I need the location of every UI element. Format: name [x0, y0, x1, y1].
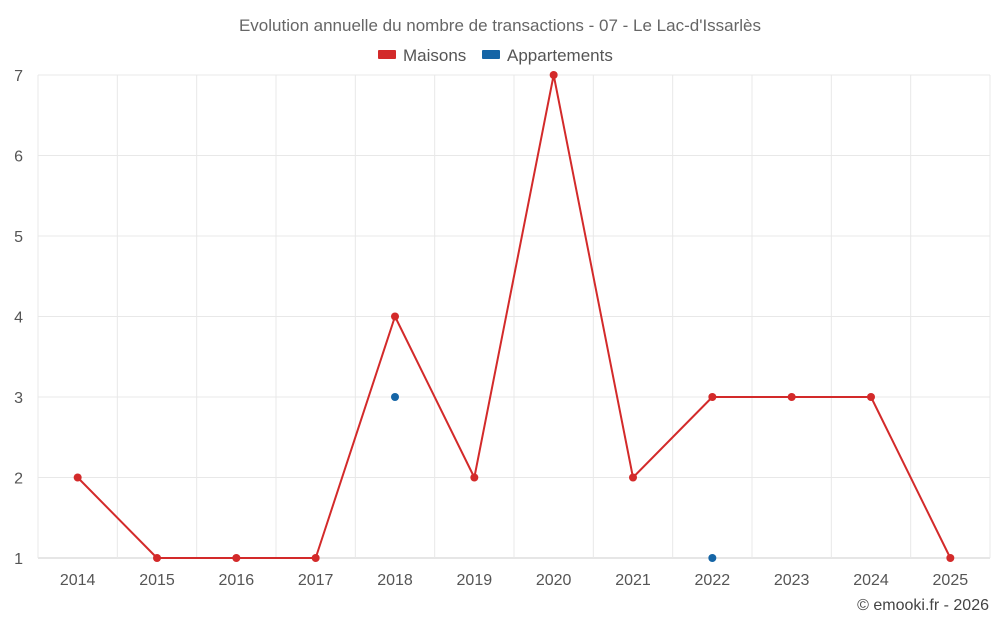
data-point-maisons[interactable]	[153, 554, 161, 562]
data-point-maisons[interactable]	[549, 71, 558, 79]
x-tick-label: 2021	[615, 572, 651, 589]
y-tick-label: 5	[14, 229, 23, 246]
legend-item-maisons[interactable]: Maisons	[378, 46, 466, 65]
y-tick-label: 4	[14, 310, 23, 327]
y-tick-label: 2	[14, 471, 23, 488]
axis-ticks: 1 2 3 4 5 6 7 2014 2015 2016 2017 2018 2019 2020 2021 2…	[14, 68, 968, 589]
data-point-maisons[interactable]	[946, 554, 955, 562]
x-tick-label: 2024	[853, 572, 889, 589]
data-point-appartements[interactable]	[391, 393, 399, 401]
x-tick-label: 2025	[933, 572, 969, 589]
legend-label-maisons: Maisons	[403, 46, 466, 65]
legend-label-appartements: Appartements	[507, 46, 613, 65]
x-tick-label: 2019	[457, 572, 493, 589]
y-tick-label: 6	[14, 149, 23, 166]
data-point-maisons[interactable]	[708, 393, 717, 401]
series	[73, 71, 955, 562]
y-tick-label: 3	[14, 390, 23, 407]
credit-text: © emooki.fr - 2026	[857, 597, 989, 614]
legend-swatch-maisons	[378, 50, 396, 59]
chart-title: Evolution annuelle du nombre de transact…	[239, 16, 761, 35]
data-point-maisons[interactable]	[470, 473, 479, 482]
data-point-maisons[interactable]	[787, 393, 796, 401]
data-point-maisons[interactable]	[391, 312, 399, 321]
legend-swatch-appartements	[482, 50, 500, 59]
series-line-maisons	[76, 74, 952, 559]
legend: Maisons Appartements	[378, 46, 613, 65]
x-tick-label: 2014	[60, 572, 96, 589]
y-tick-label: 1	[14, 551, 23, 568]
data-point-maisons[interactable]	[73, 473, 82, 482]
x-tick-label: 2015	[139, 572, 175, 589]
grid	[37, 74, 991, 559]
x-tick-label: 2018	[377, 572, 413, 589]
x-tick-label: 2020	[536, 572, 572, 589]
y-tick-label: 7	[14, 68, 23, 85]
legend-item-appartements[interactable]: Appartements	[482, 46, 613, 65]
data-point-maisons[interactable]	[867, 393, 875, 401]
data-point-maisons[interactable]	[311, 554, 320, 562]
data-point-maisons[interactable]	[232, 554, 241, 562]
x-tick-label: 2016	[219, 572, 255, 589]
data-point-appartements[interactable]	[708, 554, 717, 562]
x-tick-label: 2022	[695, 572, 731, 589]
data-point-maisons[interactable]	[629, 473, 637, 482]
x-tick-label: 2023	[774, 572, 810, 589]
x-tick-label: 2017	[298, 572, 334, 589]
